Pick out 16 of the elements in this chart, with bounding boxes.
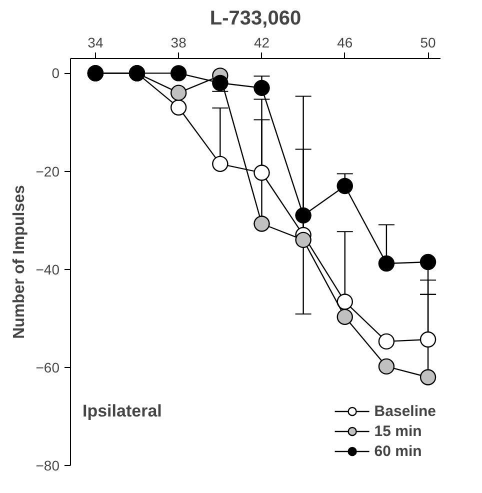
y-axis-title: Number of Impulses (10, 184, 28, 339)
x-tick-label: 38 (170, 34, 187, 50)
x-tick-label: 34 (88, 34, 104, 50)
annotation: Ipsilateral (82, 402, 162, 420)
chart-title: L-733,060 (210, 8, 302, 30)
y-tick-label: −60 (36, 359, 60, 376)
x-tick-label: 50 (420, 34, 436, 50)
y-tick-label: 0 (52, 65, 60, 82)
x-tick-label: 42 (254, 34, 270, 50)
legend-label: Baseline (374, 402, 436, 420)
x-tick-label: 46 (337, 34, 353, 50)
y-tick-label: −80 (36, 458, 60, 474)
legend-label: 15 min (374, 422, 422, 440)
y-tick-label: −40 (36, 261, 60, 278)
legend-label: 60 min (374, 442, 422, 460)
y-tick-label: −20 (36, 163, 60, 180)
